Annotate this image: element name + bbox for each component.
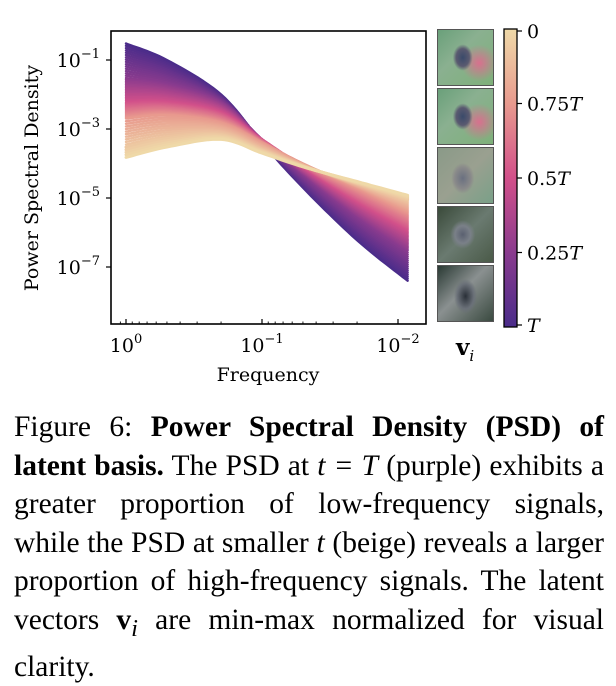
colorbar <box>503 28 518 328</box>
caption-math-2: t <box>316 526 325 559</box>
colorbar-tick-label: 0.5T <box>527 168 571 190</box>
caption-math-3-sub: i <box>131 614 138 642</box>
x-tick-label: 10−2 <box>376 332 419 357</box>
colorbar-tick-label: 0.75T <box>527 94 583 116</box>
colorbar-tick-label: 0 <box>527 21 539 43</box>
caption-label: Figure 6: <box>14 411 133 443</box>
x-tick-label: 10−1 <box>240 332 283 357</box>
figure: 100 10−1 10−2 10−1 10−3 10−5 10−7 Frequency P… <box>21 21 583 386</box>
y-tick-label: 10−7 <box>57 254 100 279</box>
caption-text-3: (beige) reveals a larger proportion of h… <box>14 526 604 636</box>
latent-thumbnail-4 <box>437 206 494 263</box>
latent-thumbnail-2 <box>437 88 494 145</box>
x-axis-label: Frequency <box>217 364 320 386</box>
y-tick-label: 10−1 <box>57 47 100 72</box>
psd-series-line-key <box>124 137 410 197</box>
caption-text-4: are min-max normalized for visual clarit… <box>14 603 605 683</box>
psd-curves <box>124 42 410 282</box>
x-axis: 100 10−1 10−2 <box>110 319 420 357</box>
caption-text-2: (purple) exhibits a greater proportion o… <box>14 449 604 559</box>
thumbnails-label-sub: i <box>469 347 474 365</box>
caption-math-3: v <box>116 603 132 636</box>
y-axis: 10−1 10−3 10−5 10−7 <box>57 47 111 279</box>
caption-title: Power Spectral Density (PSD) of latent b… <box>14 411 604 482</box>
latent-thumbnail-1 <box>437 29 494 86</box>
colorbar-ticks: 0 0.75T 0.5T 0.25T T <box>517 21 583 337</box>
thumbnails-label: vi <box>455 334 474 365</box>
thumbnails-label-v: v <box>455 334 470 361</box>
y-axis-label: Power Spectral Density <box>21 65 43 291</box>
y-tick-label: 10−5 <box>57 185 100 210</box>
figure-caption: Figure 6: Power Spectral Density (PSD) o… <box>14 408 604 686</box>
latent-thumbnail-3 <box>437 147 494 204</box>
psd-chart: 100 10−1 10−2 10−1 10−3 10−5 10−7 Frequency P… <box>21 21 583 386</box>
latent-thumbnail-5 <box>437 265 494 322</box>
x-tick-label: 100 <box>110 332 142 357</box>
caption-math-1: t = T <box>317 449 379 482</box>
colorbar-tick-label: T <box>527 315 541 337</box>
y-tick-label: 10−3 <box>57 116 100 141</box>
colorbar-tick-label: 0.25T <box>527 243 583 265</box>
caption-text-1: The PSD at <box>163 449 318 482</box>
